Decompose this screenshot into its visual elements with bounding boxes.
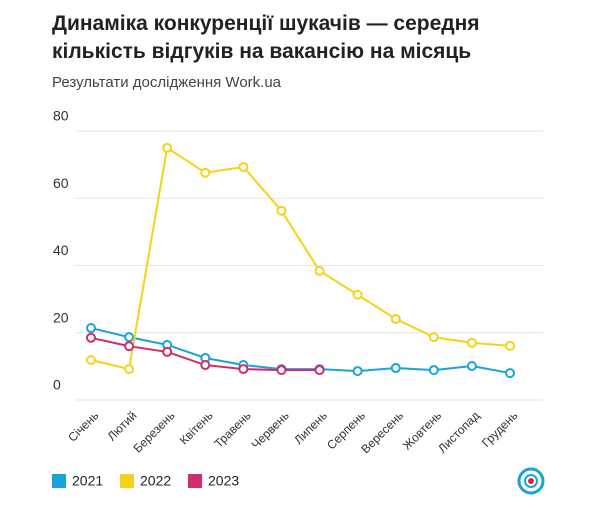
data-point — [505, 340, 515, 351]
data-point — [124, 364, 135, 375]
x-tick-label: Листопад — [435, 408, 482, 455]
data-point — [238, 161, 249, 172]
y-tick-label: 40 — [53, 242, 69, 258]
data-point — [390, 313, 401, 324]
chart-title: кількість відгуків на вакансію на місяць — [52, 40, 471, 63]
data-point — [86, 354, 96, 365]
data-point — [124, 332, 135, 343]
legend-swatch — [188, 474, 202, 488]
chart-subtitle: Результати дослідження Work.ua — [52, 74, 282, 91]
legend-swatch — [52, 474, 66, 488]
data-point — [314, 265, 325, 276]
x-tick-label: Червень — [249, 408, 292, 451]
data-point — [314, 365, 325, 376]
x-tick-label: Грудень — [479, 408, 520, 449]
data-point — [200, 360, 211, 371]
y-tick-label: 20 — [53, 309, 69, 325]
x-tick-label: Березень — [130, 408, 177, 455]
legend-label: 2022 — [140, 473, 171, 489]
series-line — [90, 146, 511, 371]
data-point — [162, 142, 173, 153]
x-tick-label: Січень — [65, 408, 101, 444]
data-point — [276, 205, 287, 216]
y-tick-label: 0 — [53, 377, 61, 393]
data-point — [428, 365, 439, 376]
x-tick-label: Лютий — [104, 408, 139, 443]
legend-swatch — [120, 474, 134, 488]
x-tick-label: Квітень — [177, 408, 216, 447]
data-point — [238, 364, 249, 375]
data-point — [352, 366, 363, 377]
data-point — [200, 167, 211, 178]
chart-title: Динаміка конкуренції шукачів — середня — [52, 12, 480, 35]
y-tick-label: 60 — [53, 175, 69, 191]
data-point — [466, 361, 477, 372]
logo — [517, 467, 545, 495]
data-point — [162, 346, 173, 357]
data-point — [352, 289, 363, 300]
series-line — [90, 327, 511, 375]
x-tick-label: Вересень — [358, 408, 406, 456]
legend-label: 2021 — [72, 473, 103, 489]
data-point — [466, 337, 477, 348]
x-tick-label: Травень — [211, 408, 253, 450]
data-point — [86, 332, 96, 343]
data-point — [390, 363, 401, 374]
data-point — [505, 368, 515, 379]
data-point — [428, 332, 439, 343]
legend-label: 2023 — [208, 473, 239, 489]
data-point — [276, 365, 287, 376]
y-tick-label: 80 — [53, 108, 69, 124]
data-point — [86, 323, 96, 334]
data-point — [124, 341, 135, 352]
